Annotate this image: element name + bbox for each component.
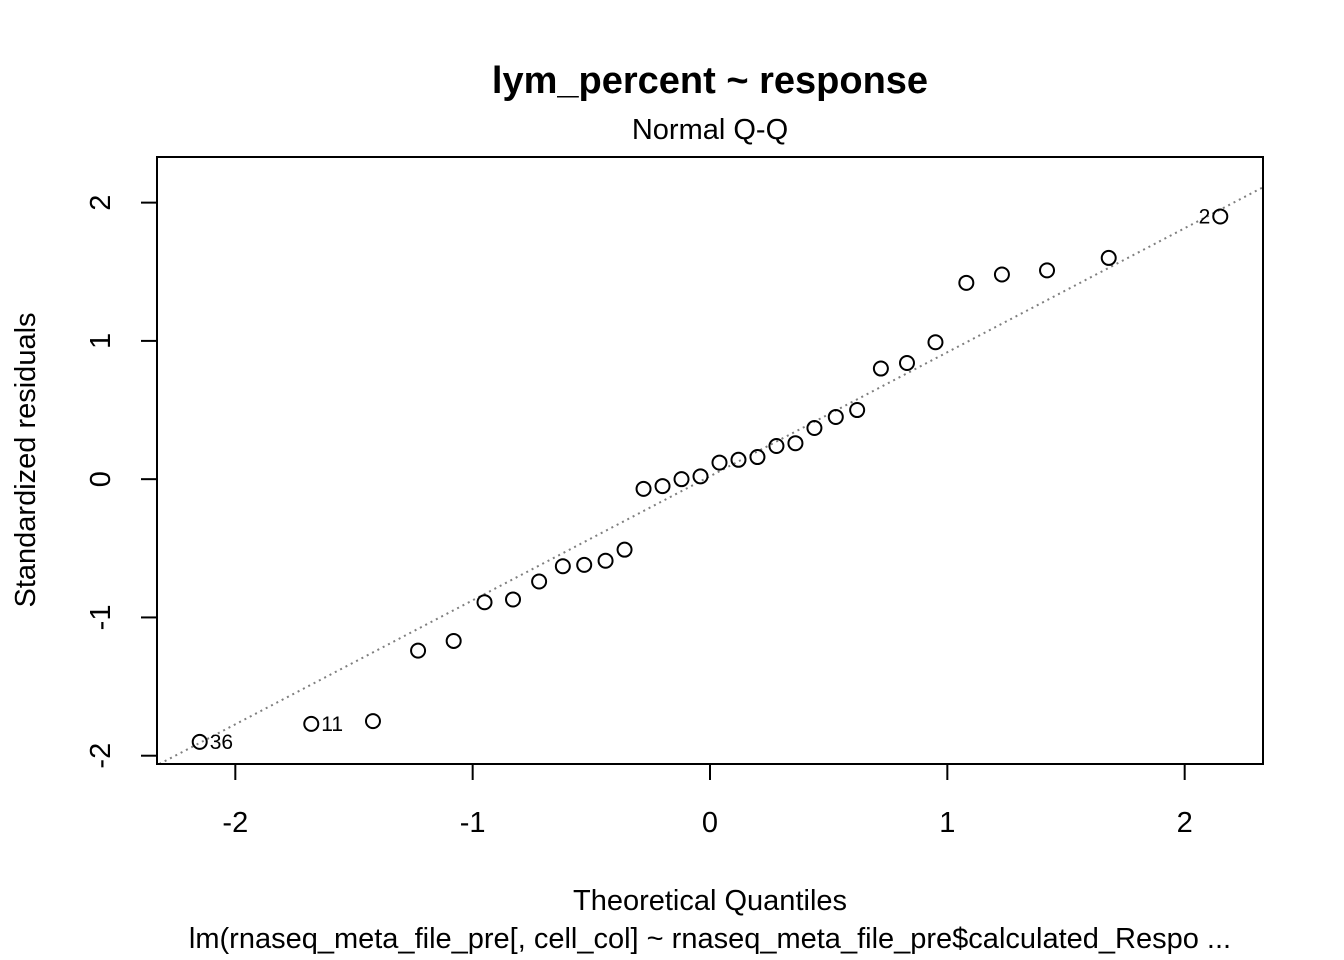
x-tick-label: 0 xyxy=(702,807,718,839)
data-point xyxy=(505,591,522,608)
chart-title: lym_percent ~ response xyxy=(492,60,928,102)
data-point xyxy=(554,558,571,575)
y-axis: -2 -1 0 1 2 xyxy=(85,195,157,769)
reference-line xyxy=(158,186,1264,765)
data-point xyxy=(476,594,493,611)
y-tick-label: -2 xyxy=(85,743,117,769)
data-point xyxy=(673,471,690,488)
x-tick-label: -2 xyxy=(222,807,248,839)
data-point xyxy=(993,266,1010,283)
data-point xyxy=(410,642,427,659)
x-tick-label: 2 xyxy=(1177,807,1193,839)
data-point xyxy=(692,468,709,485)
data-point xyxy=(711,454,728,471)
points-layer xyxy=(191,208,1229,750)
data-point xyxy=(303,715,320,732)
data-point xyxy=(597,552,614,569)
plot-frame xyxy=(156,156,1264,765)
data-point xyxy=(827,408,844,425)
data-point xyxy=(445,632,462,649)
data-point xyxy=(364,713,381,730)
data-point xyxy=(576,556,593,573)
data-point xyxy=(1100,249,1117,266)
data-point xyxy=(806,420,823,437)
data-point xyxy=(1212,208,1229,225)
data-point xyxy=(872,360,889,377)
data-point xyxy=(768,437,785,454)
data-point xyxy=(730,451,747,468)
data-point xyxy=(635,480,652,497)
y-tick-label: 1 xyxy=(85,333,117,349)
chart-subtitle: Normal Q-Q xyxy=(632,114,788,146)
data-point xyxy=(898,355,915,372)
data-point xyxy=(749,449,766,466)
data-point xyxy=(927,334,944,351)
y-tick-label: -1 xyxy=(85,605,117,631)
point-label: 36 xyxy=(210,731,233,754)
data-point xyxy=(531,573,548,590)
y-tick-label: 0 xyxy=(85,471,117,487)
y-tick-label: 2 xyxy=(85,195,117,211)
data-point xyxy=(787,435,804,452)
x-axis: -2 -1 0 1 2 xyxy=(222,764,1193,839)
data-point xyxy=(616,541,633,558)
data-point xyxy=(958,274,975,291)
point-label: 2 xyxy=(1199,205,1211,228)
x-tick-label: 1 xyxy=(939,807,955,839)
x-tick-label: -1 xyxy=(460,807,486,839)
data-point xyxy=(191,733,208,750)
model-caption: lm(rnaseq_meta_file_pre[, cell_col] ~ rn… xyxy=(189,923,1231,955)
data-point xyxy=(1039,262,1056,279)
point-labels-layer: 36 11 2 xyxy=(210,205,1211,753)
x-axis-label: Theoretical Quantiles xyxy=(573,885,847,917)
data-point xyxy=(849,402,866,419)
point-label: 11 xyxy=(321,713,343,736)
y-axis-label: Standardized residuals xyxy=(10,312,42,607)
data-point xyxy=(654,478,671,495)
